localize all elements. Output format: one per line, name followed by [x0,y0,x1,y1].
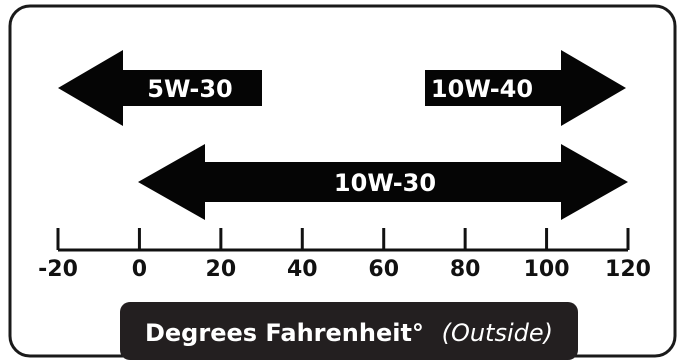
arrow-10w30-label: 10W-30 [334,169,436,197]
caption-sub: (Outside) [442,319,553,347]
arrow-10w40: 10W-40 [425,50,626,126]
arrow-10w40-shape [425,50,626,126]
arrow-5w30: 5W-30 [58,50,262,126]
arrow-5w30-label: 5W-30 [147,75,232,103]
temperature-axis: -20 0 20 40 60 80 100 120 [38,228,651,282]
axis-tick-label: 20 [206,257,237,282]
axis-tick-label: -20 [38,257,78,282]
caption-text: Degrees Fahrenheit° (Outside) [145,319,553,347]
axis-tick-label: 120 [605,257,651,282]
axis-tick-label: 40 [287,257,318,282]
arrow-5w30-shape [58,50,262,126]
axis-tick-label: 100 [524,257,570,282]
arrow-10w40-label: 10W-40 [431,75,533,103]
axis-tick-label: 80 [450,257,481,282]
arrow-10w30-shape [138,144,628,220]
caption-box: Degrees Fahrenheit° (Outside) [120,302,578,360]
axis-tick-label: 0 [132,257,147,282]
caption-main: Degrees Fahrenheit° [145,319,424,347]
arrow-10w30: 10W-30 [138,144,628,220]
axis-tick-label: 60 [368,257,399,282]
caption-background [120,302,578,360]
